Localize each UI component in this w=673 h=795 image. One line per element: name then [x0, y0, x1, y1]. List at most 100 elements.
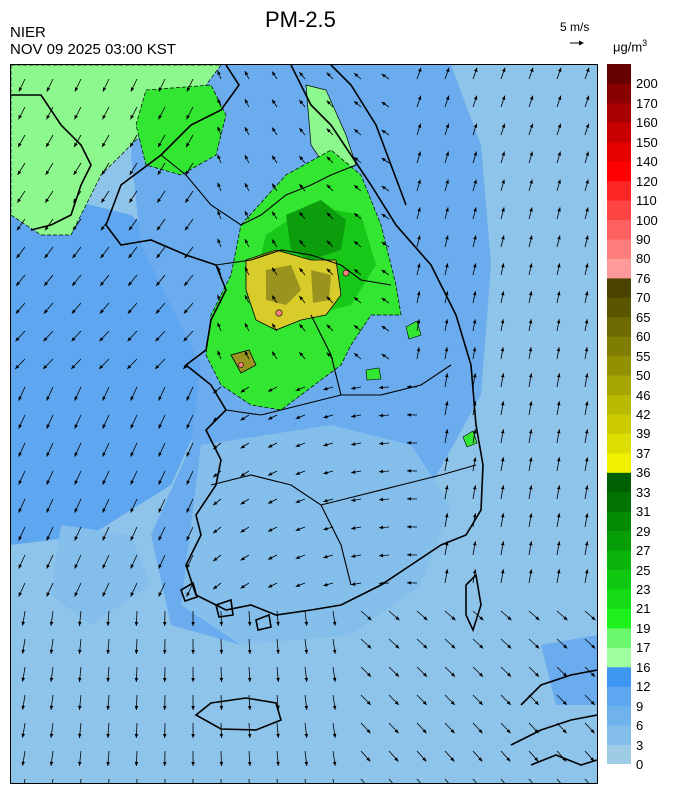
wind-vector-head [213, 445, 218, 450]
wind-vector-head [247, 733, 252, 738]
colorbar-swatch [607, 452, 631, 473]
wind-vector-head [351, 414, 356, 418]
colorbar-swatch [607, 744, 631, 764]
colorbar-tick-label: 3 [636, 737, 644, 753]
wind-vector-head [591, 644, 596, 649]
wind-vector-head [500, 373, 505, 378]
wind-vector-head [585, 235, 589, 240]
wind-vector-head [100, 253, 105, 259]
wind-vector-head [240, 584, 245, 589]
wind-vector-head [244, 323, 249, 328]
wind-vector-head [72, 226, 77, 231]
wind-vector-head [407, 581, 412, 585]
wind-vector-head [295, 387, 301, 391]
wind-vector-head [130, 564, 134, 569]
wind-vector-head [422, 700, 427, 705]
wind-vector-head [100, 281, 105, 286]
province-border-4 [320, 464, 477, 506]
wind-vector-head [240, 444, 245, 449]
wind-vector-head [247, 621, 252, 626]
wind-vector-head [500, 347, 505, 352]
colorbar-swatch [607, 64, 631, 84]
wind-vector-head [562, 757, 567, 762]
colorbar-tick-label: 110 [636, 193, 657, 209]
olive-core-2 [311, 270, 331, 303]
wind-vector-head [584, 541, 589, 546]
wind-vector-head [472, 457, 477, 462]
wind-vector-head [556, 429, 561, 434]
wind-vector-head [585, 179, 589, 184]
wind-vector-head [219, 733, 224, 738]
wind-vector-head [247, 705, 252, 710]
colorbar-tick-label: 200 [636, 76, 658, 92]
wind-vector-head [584, 569, 589, 574]
wind-vector-head [272, 71, 276, 76]
wind-vector-head [473, 263, 477, 268]
wind-vector-head [240, 388, 245, 393]
colorbar-tick-label: 46 [636, 387, 651, 403]
wind-vector-head [244, 211, 249, 216]
pm25-map [10, 64, 598, 784]
colorbar-swatch [607, 297, 631, 318]
wind-vector-head [584, 291, 589, 296]
wind-vector-head [407, 469, 412, 473]
wind-vector-head [299, 323, 304, 329]
wind-vector-head [272, 211, 276, 216]
wind-vector-head [106, 761, 110, 766]
wind-vector-head [18, 142, 22, 148]
colorbar-tick-label: 90 [636, 232, 651, 247]
wind-vector-head [472, 569, 477, 574]
wind-vector-head [444, 373, 449, 378]
wind-vector-head [323, 386, 328, 391]
wind-vector-head [500, 541, 505, 546]
wind-vector-head [128, 281, 133, 286]
colorbar-tick-label: 31 [636, 504, 651, 520]
colorbar-swatch [607, 336, 631, 357]
wind-vector-head [585, 123, 590, 128]
wind-vectors [14, 67, 596, 783]
wind-vector-head [130, 592, 134, 597]
wind-vector-head [186, 115, 190, 120]
wind-vector-head [451, 616, 456, 621]
wind-vector-head [74, 508, 78, 513]
wind-vector-head [186, 508, 190, 513]
wind-vector-head [445, 123, 450, 128]
wind-vector-head [557, 95, 562, 100]
wind-vector-head [74, 452, 78, 457]
wind-vector-head [534, 729, 539, 734]
wind-vector-head [556, 541, 561, 546]
wind-vector [332, 778, 334, 783]
wind-vector-head [304, 761, 309, 766]
wind-vector-head [395, 616, 400, 621]
wind-vector-head [21, 705, 26, 710]
wind-vector-head [240, 472, 245, 477]
unit-label: μg/m3 [613, 38, 647, 54]
wind-vector-head [584, 401, 589, 406]
wind-vector-head [351, 470, 356, 474]
wind-vector-head [74, 396, 78, 401]
wind-vector-head [157, 170, 162, 175]
wind-vector-head [501, 235, 505, 240]
wind-vector-head [381, 73, 386, 78]
wind-vector-head [354, 185, 359, 190]
wind-vector-head [46, 115, 50, 120]
wind-vector-head [74, 592, 78, 597]
wind-vector-head [162, 677, 167, 682]
wind-vector-head [156, 281, 161, 286]
wind-vector-head [162, 649, 167, 654]
wind-vector-head [130, 115, 134, 120]
colorbar-tick-label: 27 [636, 543, 651, 559]
wind-vector-head [534, 757, 539, 762]
agency-label: NIER [10, 24, 46, 41]
wind-vector-head [584, 485, 589, 490]
wind-vector-head [584, 513, 589, 518]
wind-vector-head [556, 373, 561, 378]
south-island-2 [215, 598, 234, 618]
wind-vector-head [444, 457, 449, 462]
wind-vector-head [244, 267, 249, 272]
wind-vector-head [46, 396, 50, 401]
wind-vector-head [217, 126, 221, 132]
wind-vector-head [102, 87, 107, 92]
wind-vector-head [44, 281, 49, 286]
colorbar-tick-label: 76 [636, 270, 651, 286]
